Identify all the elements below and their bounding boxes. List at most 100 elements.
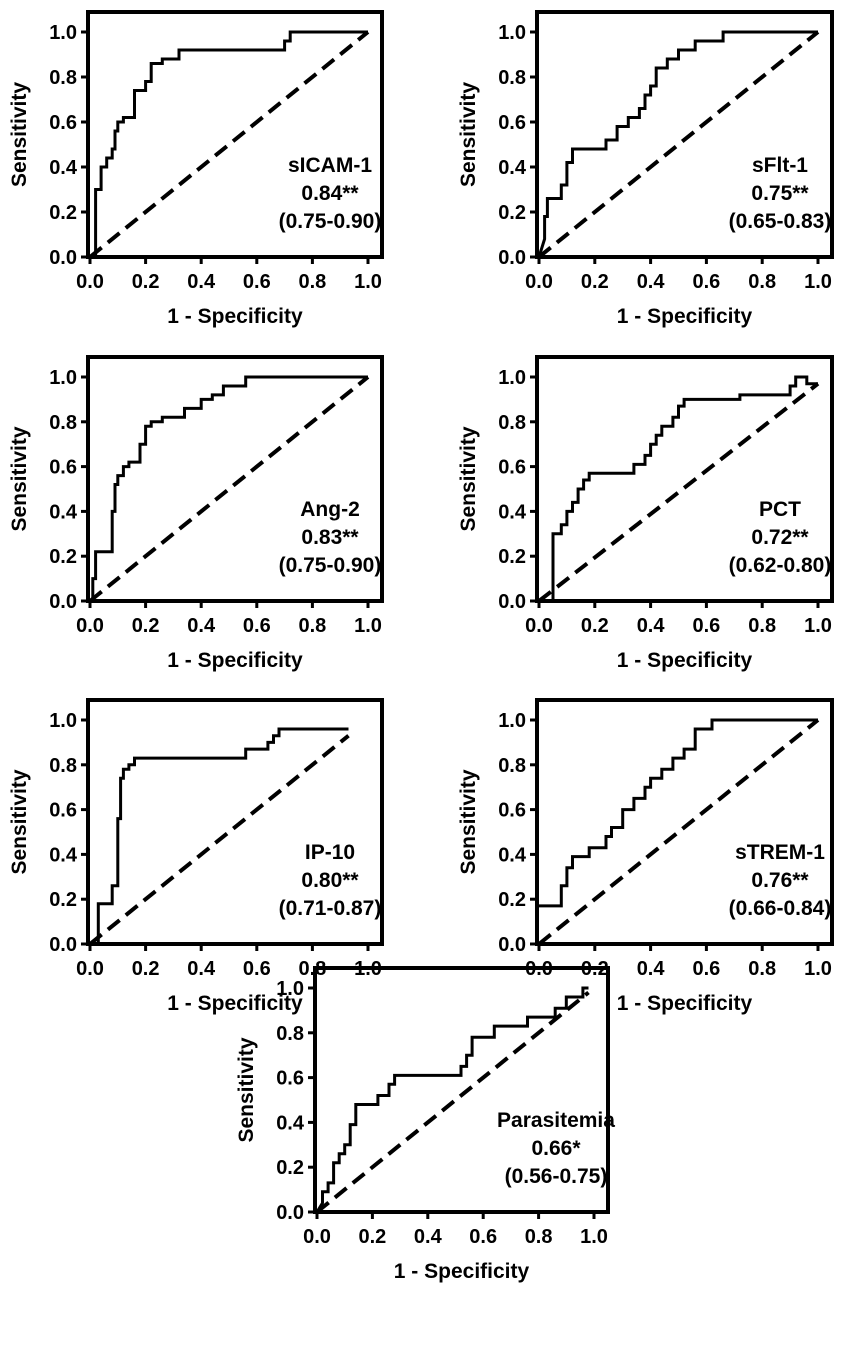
x-tick-label: 1.0	[580, 1226, 608, 1248]
x-tick-label: 0.6	[692, 271, 720, 293]
x-tick-label: 0.2	[581, 271, 609, 293]
y-tick-label: 0.2	[498, 889, 526, 911]
y-tick-label: 0.8	[49, 67, 77, 89]
ci-label: (0.65-0.83)	[729, 210, 832, 233]
x-tick-label: 0.4	[637, 615, 666, 637]
reference-diagonal	[88, 375, 370, 603]
y-tick-label: 0.8	[498, 412, 526, 434]
y-tick-label: 1.0	[49, 22, 77, 44]
auc-label: 0.75**	[751, 182, 809, 205]
x-tick-label: 0.4	[187, 958, 216, 980]
y-axis-title: Sensitivity	[235, 1037, 258, 1142]
y-tick-label: 0.8	[498, 67, 526, 89]
marker-name-label: IP-10	[305, 841, 355, 864]
y-tick-label: 0.4	[49, 157, 78, 179]
x-tick-label: 0.4	[187, 615, 216, 637]
y-tick-label: 1.0	[49, 710, 77, 732]
y-tick-label: 0.0	[49, 247, 77, 269]
marker-name-label: sICAM-1	[288, 154, 372, 177]
roc-panel: 0.0 0.2 0.4 0.6 0.8 1.00.00.20.40.60.81.01 - …	[8, 10, 384, 328]
x-tick-label: 0.8	[298, 615, 326, 637]
x-tick-label: 0.4	[637, 271, 666, 293]
y-tick-label: 0.2	[498, 202, 526, 224]
roc-panel: 0.0 0.2 0.4 0.6 0.8 1.00.00.20.40.60.81.01 - …	[8, 355, 384, 672]
y-tick-label: 0.0	[498, 934, 526, 956]
auc-label: 0.66*	[531, 1137, 581, 1160]
y-tick-label: 0.0	[498, 591, 526, 613]
y-tick-label: 0.4	[49, 501, 78, 523]
x-tick-label: 0.6	[243, 615, 271, 637]
y-tick-label: 1.0	[49, 367, 77, 389]
x-tick-label: 0.0	[525, 271, 553, 293]
y-axis-title: Sensitivity	[457, 426, 480, 531]
y-tick-label: 0.6	[49, 457, 77, 479]
y-tick-label: 0.0	[49, 591, 77, 613]
marker-name-label: Parasitemia	[497, 1109, 615, 1132]
x-axis-title: 1 - Specificity	[617, 992, 753, 1015]
x-tick-label: 0.6	[243, 958, 271, 980]
y-tick-label: 0.4	[498, 844, 527, 866]
x-axis-title: 1 - Specificity	[167, 992, 303, 1015]
y-tick-label: 0.4	[276, 1112, 305, 1134]
roc-panel: 0.0 0.2 0.4 0.6 0.8 1.00.00.20.40.60.81.01 - …	[235, 966, 615, 1283]
y-tick-label: 1.0	[498, 367, 526, 389]
x-tick-label: 0.8	[748, 615, 776, 637]
ci-label: (0.75-0.90)	[279, 210, 382, 233]
roc-panel: 0.0 0.2 0.4 0.6 0.8 1.00.00.20.40.60.81.01 - …	[457, 355, 834, 672]
y-tick-label: 0.8	[498, 755, 526, 777]
x-tick-label: 1.0	[354, 615, 382, 637]
roc-curve	[90, 727, 349, 946]
marker-name-label: sFlt-1	[752, 154, 808, 177]
x-tick-label: 0.2	[132, 615, 160, 637]
roc-panel: 0.0 0.2 0.4 0.6 0.8 1.00.00.20.40.60.81.01 - …	[457, 10, 834, 328]
roc-curve	[90, 30, 368, 259]
y-tick-label: 0.0	[498, 247, 526, 269]
y-tick-label: 0.0	[276, 1202, 304, 1224]
y-tick-label: 0.6	[498, 800, 526, 822]
marker-name-label: sTREM-1	[735, 841, 825, 864]
y-tick-label: 0.6	[498, 112, 526, 134]
plot-frame	[86, 698, 384, 946]
roc-panel: 0.0 0.2 0.4 0.6 0.8 1.00.00.20.40.60.81.01 - …	[457, 698, 834, 1015]
y-tick-label: 0.2	[49, 202, 77, 224]
plot-frame	[535, 698, 834, 946]
y-tick-label: 0.2	[49, 889, 77, 911]
x-tick-label: 0.6	[469, 1226, 497, 1248]
x-tick-label: 0.2	[581, 615, 609, 637]
auc-label: 0.84**	[301, 182, 359, 205]
x-tick-label: 1.0	[804, 958, 832, 980]
plot-frame	[86, 355, 384, 603]
y-tick-label: 0.2	[276, 1157, 304, 1179]
y-tick-label: 0.6	[498, 457, 526, 479]
x-tick-label: 0.0	[303, 1226, 331, 1248]
x-tick-label: 0.0	[76, 615, 104, 637]
y-tick-label: 0.2	[498, 546, 526, 568]
auc-label: 0.76**	[751, 869, 809, 892]
x-tick-label: 0.8	[748, 271, 776, 293]
x-tick-label: 0.8	[525, 1226, 553, 1248]
plot-frame	[86, 10, 384, 259]
x-tick-label: 0.0	[525, 615, 553, 637]
y-axis-title: Sensitivity	[8, 769, 31, 874]
x-axis-title: 1 - Specificity	[167, 649, 303, 672]
roc-curve	[90, 375, 368, 603]
x-tick-label: 0.0	[76, 271, 104, 293]
x-tick-label: 0.6	[692, 615, 720, 637]
x-tick-label: 0.2	[132, 271, 160, 293]
y-axis-title: Sensitivity	[457, 769, 480, 874]
y-axis-title: Sensitivity	[8, 426, 31, 531]
y-tick-label: 0.6	[49, 112, 77, 134]
x-axis-title: 1 - Specificity	[617, 649, 753, 672]
x-tick-label: 0.4	[414, 1226, 443, 1248]
x-tick-label: 0.4	[637, 958, 666, 980]
x-axis-title: 1 - Specificity	[617, 305, 753, 328]
roc-curve	[539, 718, 818, 908]
y-tick-label: 0.4	[498, 501, 527, 523]
auc-label: 0.72**	[751, 526, 809, 549]
y-axis-title: Sensitivity	[457, 82, 480, 187]
x-tick-label: 1.0	[804, 271, 832, 293]
y-tick-label: 0.6	[276, 1068, 304, 1090]
plot-frame	[535, 355, 834, 603]
plot-frame	[535, 10, 834, 259]
